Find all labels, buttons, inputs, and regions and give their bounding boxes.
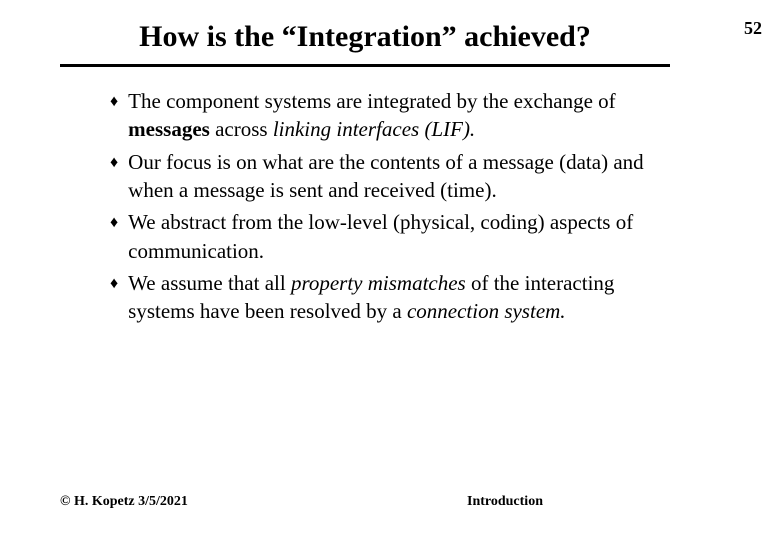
bullet-list: ♦ The component systems are integrated b… — [110, 87, 650, 326]
bullet-text: Our focus is on what are the contents of… — [128, 148, 650, 205]
bullet-text: We abstract from the low-level (physical… — [128, 208, 650, 265]
bullet-text: We assume that all property mismatches o… — [128, 269, 650, 326]
text-run: across — [210, 117, 273, 141]
title-rule — [60, 64, 670, 67]
text-run: We assume that all — [128, 271, 291, 295]
list-item: ♦ The component systems are integrated b… — [110, 87, 650, 144]
list-item: ♦ We assume that all property mismatches… — [110, 269, 650, 326]
diamond-icon: ♦ — [110, 91, 118, 113]
text-run: Our focus is on what are the contents of… — [128, 150, 643, 202]
slide-title: How is the “Integration” achieved? — [60, 0, 670, 64]
text-run: We abstract from the low-level (physical… — [128, 210, 633, 262]
footer: © H. Kopetz 3/5/2021 Introduction — [60, 494, 670, 510]
diamond-icon: ♦ — [110, 152, 118, 174]
text-bold: messages — [128, 117, 210, 141]
footer-section: Introduction — [340, 494, 670, 510]
text-run: The component systems are integrated by … — [128, 89, 616, 113]
text-italic: linking interfaces (LIF). — [273, 117, 475, 141]
list-item: ♦ We abstract from the low-level (physic… — [110, 208, 650, 265]
list-item: ♦ Our focus is on what are the contents … — [110, 148, 650, 205]
footer-copyright: © H. Kopetz 3/5/2021 — [60, 494, 188, 510]
text-italic: connection system. — [407, 299, 566, 323]
text-italic: property mismatches — [291, 271, 466, 295]
page-number: 52 — [744, 18, 762, 39]
bullet-text: The component systems are integrated by … — [128, 87, 650, 144]
diamond-icon: ♦ — [110, 273, 118, 295]
diamond-icon: ♦ — [110, 212, 118, 234]
